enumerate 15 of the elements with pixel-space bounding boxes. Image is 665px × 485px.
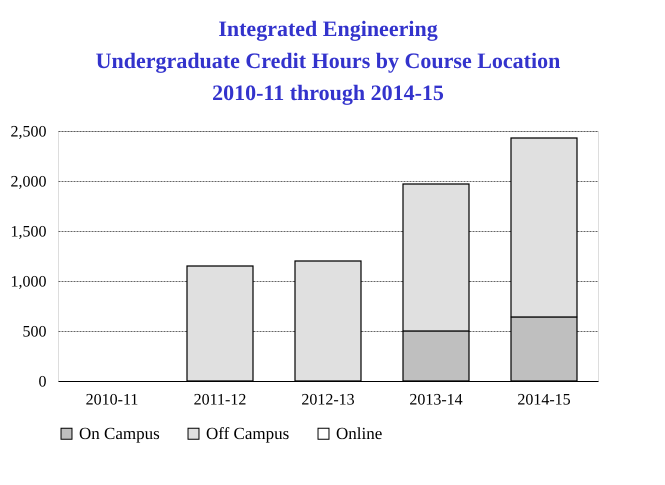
legend-label: Off Campus [206,424,290,443]
x-tick-label: 2011-12 [194,392,246,408]
x-tick-label: 2010-11 [86,392,138,408]
legend-label: Online [336,424,382,443]
y-tick-label: 2,000 [10,174,46,190]
chart-title: Integrated Engineering Undergraduate Credit Hours by Course Location 2010-11 through 2014-15 [96,16,560,105]
y-tick-label: 2,500 [10,124,46,140]
y-tick-label: 1,000 [10,274,46,290]
y-tick-label: 500 [22,324,46,340]
x-tick-label: 2012-13 [301,392,355,408]
x-tick-label: 2014-15 [517,392,571,408]
y-tick-label: 0 [38,374,46,390]
legend-label: On Campus [79,424,160,443]
x-tick-label: 2013-14 [409,392,463,408]
y-tick-label: 1,500 [10,224,46,240]
